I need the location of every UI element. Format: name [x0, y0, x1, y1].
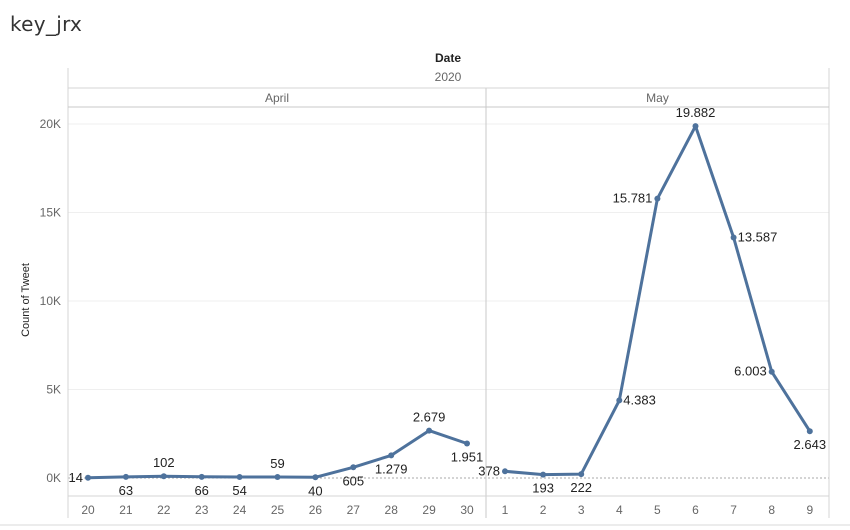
data-label: 1.279 — [375, 461, 408, 476]
data-label: 59 — [270, 456, 284, 471]
data-point[interactable] — [198, 473, 205, 480]
data-point[interactable] — [160, 473, 167, 480]
data-label: 2.643 — [794, 437, 827, 452]
x-tick-label: 20 — [81, 503, 95, 517]
chart-title: key_jrx — [10, 12, 83, 36]
x-tick-label: 2 — [540, 503, 547, 517]
y-tick-label: 15K — [40, 206, 61, 220]
y-tick-label: 20K — [40, 117, 61, 131]
x-tick-label: 6 — [692, 503, 699, 517]
data-point[interactable] — [616, 397, 623, 404]
x-tick-label: 26 — [309, 503, 323, 517]
y-tick-label: 10K — [40, 294, 61, 308]
x-tick-label: 5 — [654, 503, 661, 517]
data-point[interactable] — [312, 474, 319, 481]
x-tick-label: 1 — [502, 503, 509, 517]
x-tick-label: 24 — [233, 503, 247, 517]
x-tick-label: 27 — [347, 503, 361, 517]
x-tick-label: 8 — [768, 503, 775, 517]
data-point[interactable] — [464, 440, 470, 447]
x-tick-label: 21 — [119, 503, 133, 517]
x-tick-label: 23 — [195, 503, 209, 517]
data-point[interactable] — [85, 474, 91, 481]
data-label: 66 — [194, 483, 208, 498]
x-tick-label: 7 — [730, 503, 737, 517]
column-header: Date — [435, 51, 461, 65]
data-point[interactable] — [236, 474, 243, 481]
x-tick-label: 9 — [806, 503, 813, 517]
data-point[interactable] — [654, 195, 661, 202]
data-label: 19.882 — [676, 105, 716, 120]
x-tick-label: 4 — [616, 503, 623, 517]
data-label: 102 — [153, 455, 175, 470]
data-label: 2.679 — [413, 410, 446, 425]
data-point[interactable] — [502, 468, 508, 475]
series-line — [503, 124, 812, 477]
x-tick-label: 25 — [271, 503, 285, 517]
data-point[interactable] — [578, 471, 585, 478]
y-tick-label: 0K — [46, 471, 61, 485]
x-tick-label: 30 — [460, 503, 474, 517]
data-label: 378 — [478, 463, 500, 478]
data-point[interactable] — [806, 428, 813, 435]
x-tick-label: 28 — [385, 503, 399, 517]
x-tick-label: 22 — [157, 503, 171, 517]
month-header: April — [265, 91, 289, 105]
year-header: 2020 — [435, 70, 462, 84]
y-tick-label: 5K — [46, 383, 61, 397]
x-tick-label: 3 — [578, 503, 585, 517]
y-axis-label: Count of Tweet — [20, 263, 32, 337]
data-point[interactable] — [350, 464, 357, 471]
data-label: 13.587 — [738, 230, 778, 245]
data-point[interactable] — [426, 427, 433, 434]
data-label: 222 — [570, 480, 592, 495]
data-point[interactable] — [274, 473, 281, 480]
data-label: 193 — [532, 481, 554, 496]
data-label: 15.781 — [613, 191, 653, 206]
data-label: 63 — [119, 483, 133, 498]
month-header: May — [646, 91, 669, 105]
data-label: 1.951 — [451, 449, 484, 464]
data-point[interactable] — [388, 452, 395, 459]
data-label: 14 — [69, 470, 83, 485]
data-point[interactable] — [768, 368, 775, 375]
data-label: 40 — [308, 483, 322, 498]
data-label: 605 — [342, 473, 364, 488]
data-label: 54 — [232, 483, 246, 498]
data-point[interactable] — [692, 123, 699, 130]
x-tick-label: 29 — [422, 503, 436, 517]
data-point[interactable] — [122, 473, 129, 480]
data-point[interactable] — [730, 234, 737, 241]
data-label: 6.003 — [734, 364, 767, 379]
data-point[interactable] — [540, 471, 547, 478]
data-label: 4.383 — [623, 392, 656, 407]
